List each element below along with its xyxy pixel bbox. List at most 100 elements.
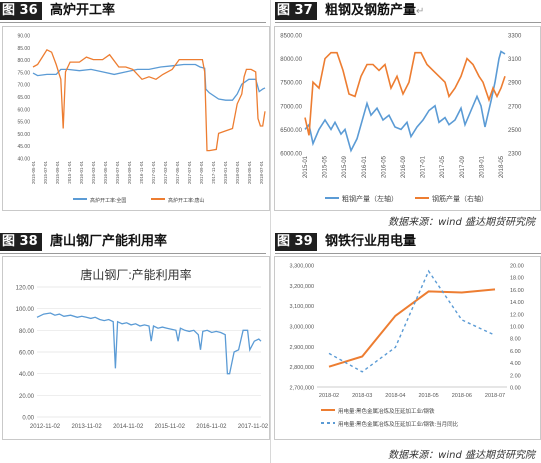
legend-label: 钢筋产量（右轴） [432,194,488,203]
figure-title: 唐山钢厂产能利用率 [50,234,168,249]
x-tick-label: 2017-11-02 [238,424,269,430]
x-tick-label: 2017-05-01 [175,161,180,185]
figure-title: 粗钢及钢筋产量 [325,3,417,18]
x-tick-label: 2017-03-01 [163,161,168,185]
legend-label: 粗钢产量（左轴） [342,194,398,203]
x-tick-label: 2016-11-01 [139,161,144,184]
y-tick-label: 8000.00 [280,57,302,63]
chart-title: 唐山钢厂:产能利用率 [80,267,191,282]
y2-tick-label: 6.00 [510,349,521,355]
x-tick-label: 2013-11-02 [71,424,102,430]
x-tick-label: 2018-05-01 [247,161,252,185]
x-tick-label: 2018-05 [499,155,505,178]
figure-header-steel-output: 图 37 粗钢及钢筋产量↵ [275,0,541,23]
y-tick-label: 2,900,000 [290,345,314,351]
x-tick-label: 2015-11-02 [155,424,186,430]
y2-tick-label: 12.00 [510,312,524,318]
x-tick-label: 2018-05 [419,393,439,399]
x-tick-label: 2015-11-01 [67,161,72,184]
x-tick-label: 2017-09-01 [199,161,204,185]
y-tick-label: 100.00 [16,307,35,313]
y-tick-label: 70.00 [17,83,30,89]
figure-label: 图 39 [275,233,317,251]
y-tick-label: 55.00 [17,120,30,126]
y-tick-label: 6000.00 [280,152,302,158]
x-tick-label: 2016-05 [381,155,387,178]
x-tick-label: 2016-01 [362,155,368,178]
y-tick-label: 7000.00 [280,104,302,110]
y-tick-label: 20.00 [19,394,35,400]
x-tick-label: 2018-01-01 [223,161,228,185]
y-tick-label: 2,700,000 [290,386,314,392]
x-tick-label: 2018-06 [452,393,472,399]
y-tick-label: 40.00 [17,157,30,163]
chart-tangshan-svg: 唐山钢厂:产能利用率 0.00 20.00 40.00 60.00 80.00 100.00… [3,257,269,439]
figure-label: 图 36 [0,2,42,20]
y2-tick-label: 2700 [508,104,522,110]
legend-label: 高炉开工率:唐山 [168,197,204,204]
chart-steel-output: 6000.00 6500.00 7000.00 7500.00 8000.00 8500.… [274,26,541,211]
x-tick-label: 2017-05 [440,155,446,178]
figure-title: 钢铁行业用电量 [325,234,417,249]
x-tick-label: 2018-03 [352,393,372,399]
x-tick-label: 2012-11-02 [30,424,61,430]
x-tick-label: 2015-05 [323,155,329,178]
y-tick-label: 75.00 [17,70,30,76]
figure-header-blast-furnace: 图 36 高炉开工率 [0,0,266,23]
y-tick-label: 3,000,000 [290,325,314,331]
x-tick-label: 2017-11-01 [211,161,216,184]
series-line [328,269,496,373]
chart-steel-output-svg: 6000.00 6500.00 7000.00 7500.00 8000.00 8500.… [280,34,522,204]
chart-blast-furnace: 40.00 45.00 50.00 55.00 60.00 65.00 70.00 75.00… [2,26,270,211]
y-tick-label: 3,200,000 [290,284,314,290]
y-tick-label: 45.00 [17,144,30,150]
figure-label: 图 38 [0,233,42,251]
x-tick-label: 2016-03-01 [91,161,96,185]
series-line [32,48,266,152]
x-tick-label: 2016-05-01 [103,161,108,185]
x-tick-label: 2016-11-02 [196,424,227,430]
series-line [328,288,496,368]
x-tick-label: 2017-07-01 [187,161,192,185]
y2-tick-label: 14.00 [510,300,524,306]
y2-tick-label: 3300 [508,34,522,40]
y-tick-label: 6500.00 [280,128,302,134]
chart-tangshan-utilization: 唐山钢厂:产能利用率 0.00 20.00 40.00 60.00 80.00 100.00… [2,256,270,440]
y-tick-label: 120.00 [16,286,35,292]
x-tick-label: 2017-09 [460,155,466,178]
y2-tick-label: 20.00 [510,264,524,270]
y-tick-label: 2,800,000 [290,365,314,371]
series-line [304,50,506,153]
chart-background [3,257,269,439]
legend-label: 高炉开工率:全国 [90,197,126,204]
y-tick-label: 85.00 [17,46,30,52]
y-tick-label: 3,300,000 [290,264,314,270]
x-tick-label: 2015-05-01 [31,161,36,185]
x-tick-label: 2015-09 [342,155,348,178]
y2-tick-label: 8.00 [510,337,521,343]
series-line [36,312,262,375]
y2-tick-label: 16.00 [510,288,524,294]
y-tick-label: 60.00 [17,107,30,113]
series-line [304,51,506,136]
series-line [32,63,266,101]
return-mark: ↵ [416,6,425,17]
x-tick-label: 2018-01 [479,155,485,178]
chart-electricity-use: 2,700,000 2,800,000 2,900,000 3,000,000 3,10… [274,256,541,440]
y-tick-label: 80.00 [17,58,30,64]
figure-header-tangshan: 图 38 唐山钢厂产能利用率 [0,231,266,254]
y-tick-label: 65.00 [17,95,30,101]
vertical-separator [270,0,271,463]
x-tick-label: 2018-03-01 [235,161,240,185]
y-tick-label: 80.00 [19,329,35,335]
y-tick-label: 40.00 [19,372,35,378]
y2-tick-label: 2900 [508,81,522,87]
source-note-bottom: 数据来源：wind 盛达期货研究院 [388,450,535,461]
x-tick-label: 2018-02 [319,393,339,399]
y2-tick-label: 2300 [508,152,522,158]
x-tick-label: 2015-09-01 [55,161,60,185]
y-tick-label: 7500.00 [280,81,302,87]
y-tick-label: 50.00 [17,132,30,138]
y2-tick-label: 10.00 [510,325,524,331]
x-tick-label: 2018-07-01 [259,161,264,185]
